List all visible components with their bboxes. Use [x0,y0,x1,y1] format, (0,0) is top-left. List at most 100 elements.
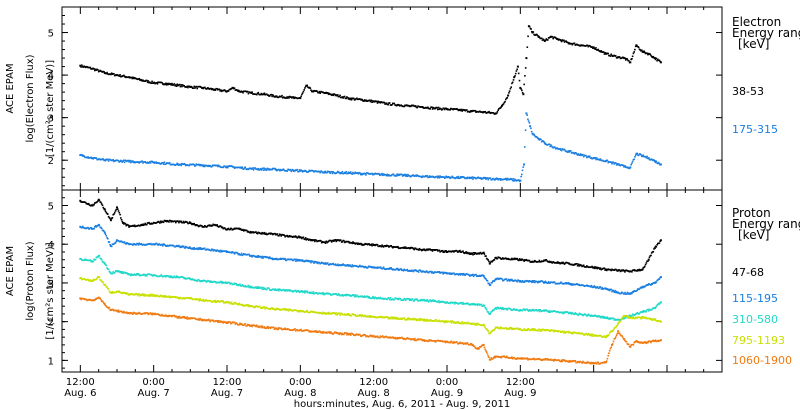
proton-point [476,304,479,307]
proton-point [589,286,592,288]
electron-point [619,164,622,167]
proton-point [593,314,596,317]
electron-point [263,167,266,170]
electron-point [128,160,131,163]
electron-point [643,50,645,52]
electron-point [527,118,529,121]
proton-point [261,325,263,327]
proton-point [342,239,344,242]
electron-point [209,164,211,167]
electron-point [343,95,346,98]
proton-point [115,240,117,243]
electron-point [506,96,509,99]
electron-point [111,73,114,75]
proton-point [97,200,99,202]
electron-point [233,87,236,89]
proton-point [638,312,641,315]
proton-point [240,285,243,287]
proton-point [133,273,136,275]
electron-point [301,92,304,94]
proton-point [613,327,616,330]
proton-point [508,307,511,310]
proton-point [452,272,454,275]
proton-point [498,327,501,330]
proton-point [301,290,303,292]
proton-point [104,263,107,266]
electron-point [457,175,460,178]
proton-point [502,306,504,309]
electron-point [599,159,601,161]
proton-point [324,242,327,244]
proton-point [230,322,233,325]
proton-point [439,320,441,323]
proton-point [80,276,82,279]
proton-point [507,327,509,330]
electron-point [500,106,502,108]
electron-point [203,164,205,167]
electron-point [492,177,495,180]
proton-point [203,226,205,228]
proton-point [573,313,576,316]
proton-point [175,276,177,279]
proton-point [314,240,316,243]
electron-point [461,110,464,112]
proton-point [627,317,629,319]
electron-series-38-53 [79,25,662,115]
electron-point [226,165,228,168]
proton-point [306,290,308,293]
proton-point [316,240,318,243]
proton-point [483,276,486,279]
proton-point [650,317,652,320]
proton-point [524,280,526,282]
proton-point [495,308,498,310]
proton-point [472,252,475,254]
proton-point [551,329,554,332]
proton-point [261,307,263,310]
proton-point [507,307,509,310]
electron-point [503,101,506,104]
electron-point [129,159,131,162]
electron-point [499,179,502,181]
electron-point [629,166,632,169]
proton-point [150,295,153,297]
electron-point [382,173,385,175]
proton-point [178,244,180,247]
electron-point [327,92,329,94]
electron-point [384,173,386,176]
proton-point [484,326,486,329]
electron-point [521,89,523,92]
proton-point [570,311,572,314]
proton-point [461,321,464,323]
proton-point [277,328,279,330]
proton-point [233,253,236,255]
electron-point [385,174,387,176]
proton-point [464,274,467,276]
electron-point [151,80,153,83]
electron-point [175,84,177,86]
proton-point [341,294,344,296]
proton-point [159,295,161,298]
electron-point [272,95,275,97]
electron-point [271,95,273,98]
proton-point [238,253,240,255]
proton-point [291,258,293,261]
proton-point [510,258,512,261]
electron-point [508,92,510,94]
proton-point [182,276,185,279]
proton-point [259,255,262,258]
proton-point [532,328,535,330]
electron-point [648,53,651,56]
proton-point [579,263,581,266]
proton-point [485,278,487,280]
proton-point [314,292,317,294]
electron-point [479,177,482,179]
electron-point [439,175,441,177]
proton-point [538,328,541,331]
proton-point [138,293,140,295]
electron-point [469,111,471,113]
proton-series-795-1193 [79,275,662,339]
proton-point [220,282,223,284]
proton-point [443,251,446,253]
proton-point [432,300,434,302]
proton-point [82,226,85,229]
